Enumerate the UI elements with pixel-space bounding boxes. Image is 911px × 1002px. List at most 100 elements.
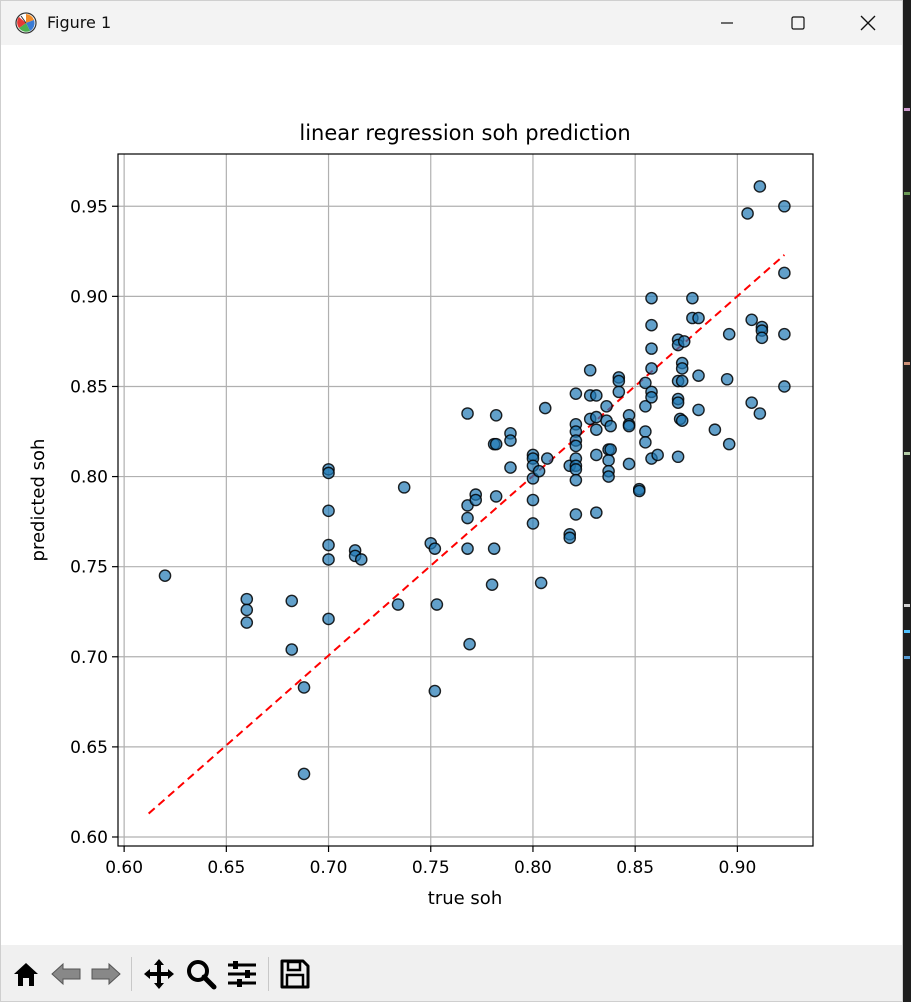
zoom-icon (187, 960, 217, 990)
data-point (686, 291, 699, 305)
home-icon (14, 963, 38, 986)
save-button[interactable] (278, 957, 312, 991)
data-point (753, 407, 767, 420)
data-point (651, 448, 664, 462)
data-point (645, 362, 658, 375)
x-tick-label: 0.60 (105, 858, 143, 878)
plot-frame (117, 153, 814, 847)
data-point (532, 464, 546, 478)
strip-mark (904, 604, 910, 607)
figure-canvas[interactable]: 0.60 0.65 0.70 0.75 0.80 0.85 0.90 0.60 0.65 0.7… (1, 45, 902, 945)
data-point (563, 531, 577, 545)
y-tick-label: 0.90 (70, 287, 108, 307)
toolbar-separator (268, 957, 269, 991)
x-tick-label: 0.75 (412, 858, 450, 878)
data-point (722, 327, 736, 341)
back-icon (51, 962, 81, 986)
data-point (639, 399, 652, 413)
data-point (240, 592, 254, 606)
x-axis-label: true soh (428, 888, 502, 909)
data-point (675, 362, 689, 375)
data-point (645, 342, 658, 355)
background-window-strip (903, 0, 911, 1002)
data-point (722, 437, 736, 451)
chart-title: linear regression soh prediction (299, 121, 630, 145)
zoom-button[interactable] (184, 957, 218, 991)
pan-icon (144, 959, 174, 989)
data-point (612, 385, 626, 399)
data-point (602, 470, 615, 483)
data-point (590, 410, 603, 424)
back-button[interactable] (49, 957, 83, 991)
data-point (645, 318, 658, 332)
data-point (671, 450, 685, 464)
data-point (297, 767, 311, 781)
data-point (391, 598, 405, 611)
data-point (590, 423, 603, 437)
y-tick-label: 0.95 (70, 197, 108, 217)
matplotlib-icon (15, 12, 37, 34)
data-point (489, 437, 503, 451)
y-tick-label: 0.80 (70, 468, 108, 488)
strip-mark (904, 108, 910, 111)
data-point (675, 374, 689, 388)
data-point (322, 612, 335, 626)
maximize-button[interactable] (763, 1, 833, 45)
data-point (487, 542, 501, 555)
data-point (240, 603, 254, 617)
data-point (778, 199, 791, 213)
data-point (461, 407, 474, 420)
strip-mark (904, 362, 910, 365)
data-point (504, 461, 517, 474)
data-point (569, 387, 583, 400)
data-point (526, 517, 540, 530)
x-tick-label: 0.70 (310, 858, 348, 878)
data-point (708, 423, 722, 437)
data-point (397, 481, 411, 494)
data-point (428, 684, 442, 698)
window-title: Figure 1 (47, 13, 112, 32)
title-bar[interactable]: Figure 1 (1, 1, 902, 45)
scatter-chart: 0.60 0.65 0.70 0.75 0.80 0.85 0.90 0.60 0.65 0.7… (28, 121, 814, 909)
strip-mark (904, 656, 910, 659)
home-button[interactable] (9, 957, 43, 991)
x-tick-label: 0.85 (616, 858, 654, 878)
y-axis-ticks: 0.60 0.65 0.70 0.75 0.80 0.85 0.90 0.95 (70, 197, 118, 848)
data-point (428, 542, 442, 555)
data-points (158, 180, 791, 781)
data-point (461, 542, 474, 555)
data-point (461, 511, 474, 525)
data-point (489, 409, 503, 422)
data-point (639, 376, 652, 390)
forward-icon (91, 962, 121, 986)
data-point (158, 569, 172, 582)
data-point (526, 493, 540, 507)
data-point (692, 311, 705, 325)
data-point (583, 363, 597, 377)
data-point (639, 436, 652, 449)
data-point (285, 594, 299, 608)
data-point (569, 473, 583, 487)
data-point (463, 637, 476, 651)
minimize-button[interactable] (692, 1, 762, 45)
data-point (745, 396, 758, 409)
y-tick-label: 0.65 (70, 738, 108, 758)
grid (118, 154, 813, 846)
y-tick-label: 0.85 (70, 377, 108, 397)
configure-subplots-button[interactable] (225, 957, 259, 991)
data-point (645, 291, 658, 305)
forward-button[interactable] (89, 957, 123, 991)
pan-button[interactable] (142, 957, 176, 991)
y-tick-label: 0.70 (70, 648, 108, 668)
data-point (569, 439, 583, 453)
data-point (622, 457, 636, 471)
data-point (297, 681, 311, 694)
data-point (692, 403, 705, 417)
configure-subplots-icon (228, 961, 256, 987)
data-point (485, 578, 499, 591)
close-button[interactable] (833, 1, 903, 45)
data-point (612, 374, 626, 388)
x-axis-ticks: 0.60 0.65 0.70 0.75 0.80 0.85 0.90 (105, 846, 756, 878)
data-point (540, 452, 554, 465)
